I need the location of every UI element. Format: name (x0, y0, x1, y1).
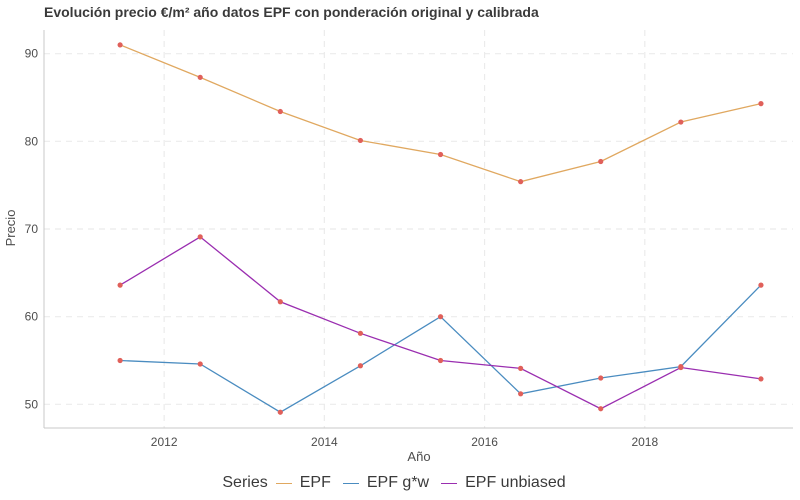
grid-lines (44, 30, 793, 428)
tick-labels: 50 60 70 80 90 2012 2014 2016 2018 (25, 47, 659, 449)
data-point (678, 119, 684, 125)
data-point (437, 357, 444, 364)
series-line (119, 44, 762, 183)
data-point (197, 234, 203, 240)
data-point (598, 158, 604, 165)
data-point (758, 282, 764, 288)
y-tick-label: 70 (25, 222, 39, 236)
y-tick-label: 60 (25, 310, 39, 324)
legend-label: EPF g*w (366, 474, 430, 491)
chart-title: Evolución precio €/m² año datos EPF con … (44, 4, 539, 20)
x-tick-label: 2016 (471, 435, 498, 449)
data-point (678, 364, 684, 371)
data-point (197, 74, 203, 80)
data-point (598, 375, 604, 381)
y-tick-label: 50 (25, 397, 39, 411)
x-tick-label: 2018 (631, 435, 658, 449)
data-point (357, 363, 364, 369)
data-point (277, 409, 283, 415)
legend-title: Series (222, 474, 268, 491)
legend-swatch (441, 482, 458, 484)
data-point (117, 42, 123, 48)
series-line (119, 236, 762, 410)
legend-label: EPF (299, 474, 331, 491)
data-point (437, 314, 444, 320)
data-point (518, 391, 524, 397)
legend-item: EPF g*w (342, 474, 430, 492)
y-tick-label: 80 (25, 134, 39, 148)
data-point (357, 137, 364, 144)
legend-label: EPF unbiased (465, 474, 566, 491)
data-point (117, 282, 123, 288)
data-point (117, 357, 123, 364)
x-tick-label: 2014 (311, 435, 338, 449)
legend: Series EPF EPF g*w EPF unbiased (0, 474, 800, 492)
data-point (518, 179, 524, 185)
data-point (357, 330, 364, 336)
data-point (277, 299, 283, 305)
data-point (437, 151, 444, 158)
data-point (758, 376, 764, 382)
series-line (120, 284, 762, 413)
y-tick-label: 90 (25, 47, 39, 61)
data-point (758, 101, 764, 107)
legend-item: EPF (275, 474, 331, 492)
x-tick-label: 2012 (151, 435, 178, 449)
axes (43, 30, 793, 429)
data-point (598, 406, 604, 412)
data-point (518, 365, 524, 371)
legend-swatch (342, 482, 359, 484)
data-point (277, 108, 283, 115)
y-axis-label: Precio (3, 210, 18, 247)
legend-swatch (275, 482, 292, 484)
x-axis-label: Año (407, 449, 430, 464)
data-point (197, 361, 203, 367)
legend-item: EPF unbiased (441, 474, 566, 492)
line-chart: 50 60 70 80 90 2012 2014 2016 2018 Año Precio (3, 30, 793, 464)
data-points (117, 42, 764, 415)
